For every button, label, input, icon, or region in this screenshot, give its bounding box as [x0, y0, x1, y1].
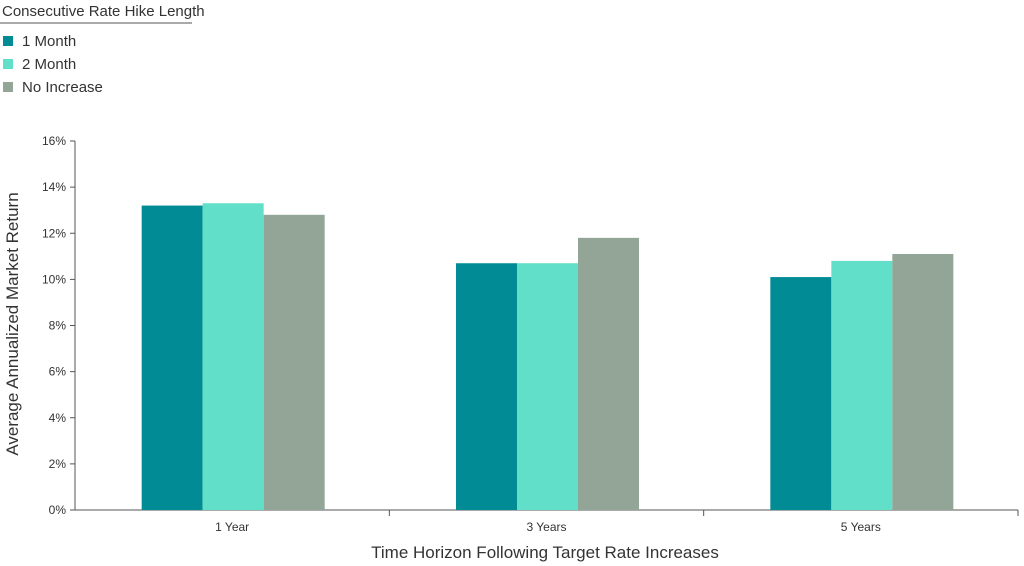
legend-label: 1 Month [22, 33, 76, 50]
legend-label: No Increase [22, 79, 103, 96]
bar [770, 277, 832, 510]
y-tick-label: 8% [49, 319, 67, 333]
legend-swatch [3, 36, 13, 46]
bar [263, 214, 325, 511]
bar [202, 203, 264, 511]
bar [892, 254, 954, 510]
legend: Consecutive Rate Hike Length 1 Month 2 Mo… [0, 3, 205, 96]
y-tick-label: 14% [42, 180, 66, 194]
y-tick-label: 4% [49, 411, 67, 425]
x-tick-label: 5 Years [841, 520, 881, 534]
x-tick-label: 3 Years [526, 520, 566, 534]
bar [456, 263, 517, 510]
x-tick-label: 1 Year [215, 520, 249, 534]
y-tick-label: 12% [42, 226, 66, 240]
y-tick-label: 6% [49, 365, 67, 379]
legend-swatch [3, 59, 13, 69]
legend-label: 2 Month [22, 56, 76, 73]
bar [578, 237, 639, 511]
x-axis-title: Time Horizon Following Target Rate Incre… [371, 543, 719, 562]
bar [831, 260, 893, 510]
y-tick-label: 2% [49, 457, 67, 471]
bar [517, 263, 578, 510]
bar [141, 205, 203, 510]
legend-swatch [3, 82, 13, 92]
legend-title: Consecutive Rate Hike Length [2, 3, 205, 20]
y-tick-label: 16% [42, 134, 66, 148]
y-axis-title: Average Annualized Market Return [3, 192, 22, 455]
y-tick-label: 10% [42, 272, 66, 286]
y-tick-label: 0% [49, 503, 67, 517]
